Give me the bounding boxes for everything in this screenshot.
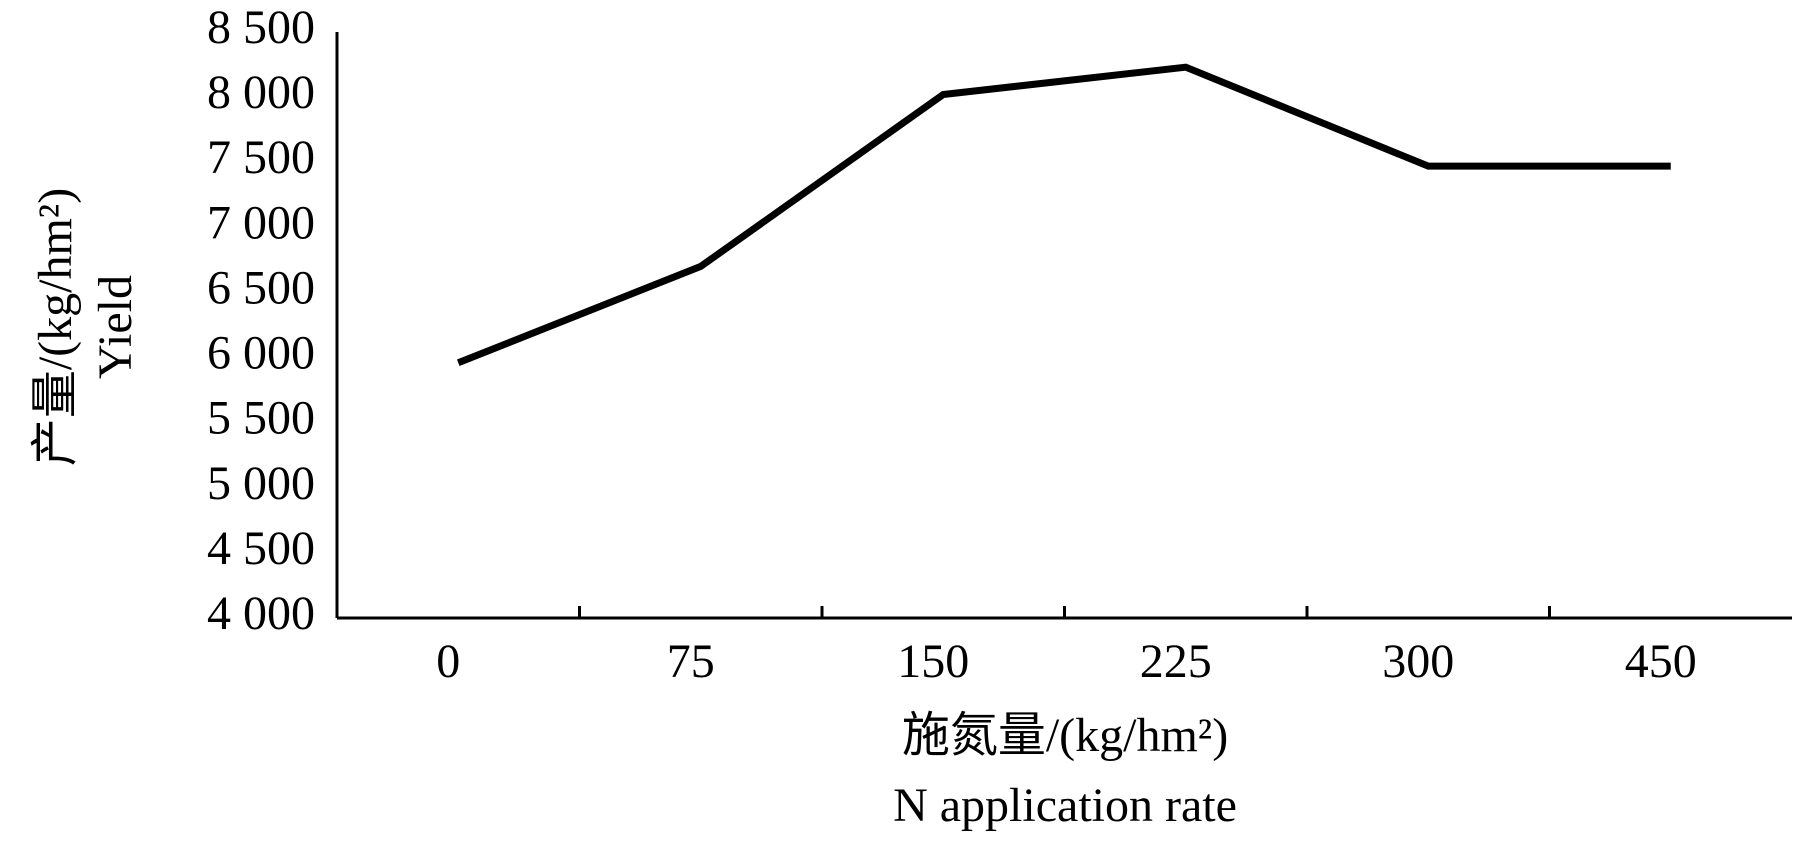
y-tick-label: 8 500 [207,1,315,54]
y-tick-label: 5 500 [207,392,315,445]
x-tick-label: 225 [1140,635,1212,688]
y-axis-title-line: Yield [89,275,142,379]
y-tick-label: 6 000 [207,327,315,380]
y-axis-title: 产量/(kg/hm²) Yield [29,188,142,466]
y-tick-label: 7 000 [207,196,315,249]
x-tick-label: 0 [436,635,460,688]
x-axis-title: N application rate [893,779,1237,832]
y-tick-label: 4 000 [207,587,315,640]
y-tick-label: 6 500 [207,261,315,314]
y-axis-title-line: 产量/(kg/hm²) [29,188,82,466]
y-tick-label: 7 500 [207,131,315,184]
y-tick-label: 4 500 [207,522,315,575]
data-line [456,63,1671,367]
x-tick-label: 450 [1625,635,1697,688]
y-tick-label: 5 000 [207,457,315,510]
x-tick-label: 150 [897,635,969,688]
x-tick-label: 300 [1382,635,1454,688]
x-axis-title: 施氮量/(kg/hm²) [902,709,1228,762]
x-tick-label: 75 [667,635,715,688]
y-tick-label: 8 000 [207,66,315,119]
